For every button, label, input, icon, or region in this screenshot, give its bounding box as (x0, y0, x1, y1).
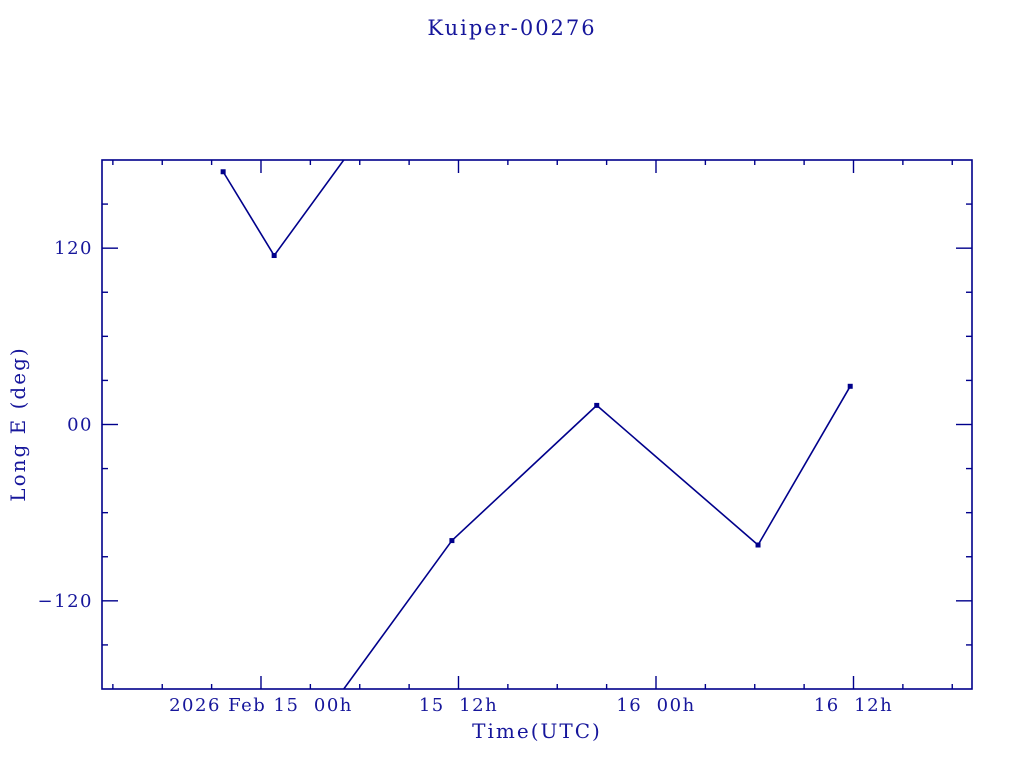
y-tick-label: −120 (38, 591, 93, 612)
x-ticks (112, 160, 953, 689)
y-ticks (102, 203, 972, 646)
data-point-marker (847, 383, 853, 389)
data-point-marker (755, 542, 761, 548)
plot-frame (101, 159, 973, 690)
x-tick-label: 15 12h (419, 695, 498, 716)
series-line-segment (451, 404, 598, 542)
chart-title: Kuiper-00276 (427, 16, 597, 40)
data-point-marker (220, 169, 226, 175)
x-tick-label: 2026 Feb 15 00h (169, 695, 353, 716)
series-line-segment (342, 540, 453, 689)
series-line-segment (222, 171, 275, 256)
data-series-line (222, 160, 851, 689)
y-tick-label: 00 (67, 415, 93, 436)
x-tick-label: 16 12h (814, 695, 893, 716)
x-axis-label: Time(UTC) (472, 719, 602, 743)
x-tick-label: 16 00h (616, 695, 695, 716)
series-line-segment (757, 385, 851, 546)
data-point-marker (594, 402, 600, 408)
data-point-marker (449, 538, 455, 544)
data-point-marker (271, 253, 277, 259)
series-line-segment (273, 160, 345, 256)
data-point-markers (220, 169, 853, 548)
y-tick-label: 120 (54, 238, 93, 259)
series-line-segment (596, 404, 759, 546)
